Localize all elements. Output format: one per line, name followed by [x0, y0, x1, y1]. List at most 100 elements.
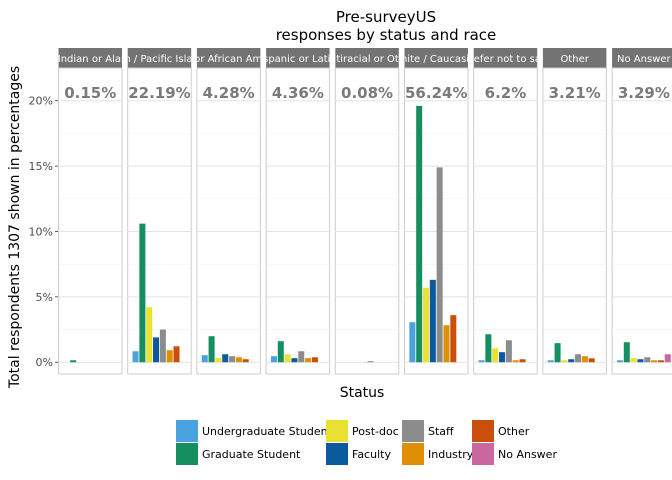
facet-panel: White / Caucasian 56.24% — [404, 48, 469, 375]
facet-strip — [404, 48, 468, 68]
legend-swatch — [472, 443, 494, 465]
facet-strip-label: Multiracial or Other — [319, 54, 417, 65]
legend: Undergraduate Student Graduate Student Pos… — [176, 420, 557, 465]
legend-item: Faculty — [326, 443, 391, 465]
bar — [242, 359, 249, 363]
legend-swatch — [326, 443, 348, 465]
legend-item: Undergraduate Student — [176, 420, 333, 442]
y-tick-label: 15% — [29, 160, 53, 173]
gridlines — [266, 100, 330, 363]
bar — [159, 329, 166, 363]
facet-strip — [335, 48, 399, 68]
bar — [637, 359, 644, 363]
bar — [630, 358, 637, 363]
bar — [284, 354, 291, 363]
legend-swatch — [402, 443, 424, 465]
legend-item: Post-doc — [326, 420, 399, 442]
facet-strip — [196, 48, 261, 68]
facet-panel: Other 3.21% — [542, 48, 607, 375]
gridlines — [196, 100, 261, 363]
legend-swatch — [472, 420, 494, 442]
bar — [575, 354, 582, 363]
facet-strip-label: Prefer not to say — [464, 54, 547, 65]
facet-strip-label: Hispanic or Latino — [253, 54, 343, 65]
bar — [519, 359, 526, 363]
facet-panel-background — [473, 67, 538, 375]
y-axis-title: Total respondents 1307 shown in percenta… — [7, 66, 23, 389]
facet-panel-background — [58, 67, 123, 375]
facet-panel-background — [196, 67, 261, 375]
facet-strip-label: Black or African American — [164, 54, 293, 65]
gridlines — [404, 100, 468, 363]
bar — [505, 340, 512, 363]
legend-label: Other — [498, 425, 530, 438]
bar — [512, 360, 519, 363]
legend-label: No Answer — [498, 448, 557, 461]
facet-panel: Prefer not to say 6.2% — [464, 48, 547, 375]
bar — [429, 279, 436, 363]
bar — [443, 325, 450, 363]
y-tick-label: 5% — [36, 291, 53, 304]
bar — [367, 361, 374, 363]
bar — [547, 360, 554, 363]
bar — [644, 357, 651, 363]
bar — [270, 356, 277, 363]
bar — [409, 322, 416, 363]
bar — [173, 346, 180, 363]
facet-strip — [266, 48, 330, 68]
bar — [208, 336, 215, 363]
facet-total-label: 3.21% — [549, 84, 601, 102]
facet-total-label: 3.29% — [618, 84, 670, 102]
bar — [215, 358, 222, 363]
legend-label: Post-doc — [352, 425, 399, 438]
bar — [311, 357, 318, 363]
legend-label: Faculty — [352, 448, 391, 461]
y-tick-label: 20% — [29, 95, 53, 108]
chart-title-line-2: responses by status and race — [276, 26, 497, 44]
bar — [651, 360, 658, 363]
bar — [132, 351, 139, 363]
bar — [568, 359, 575, 363]
bar — [485, 334, 492, 363]
facet-panel: American Indian or Alaska Native 0.15% — [58, 48, 123, 375]
facet-total-label: 4.28% — [203, 84, 255, 102]
legend-label: Undergraduate Student — [202, 425, 333, 438]
facet-total-label: 6.2% — [485, 84, 527, 102]
bar — [70, 360, 77, 363]
chart-title-line-1: Pre-surveyUS — [336, 8, 436, 26]
bar — [657, 360, 664, 363]
facet-strip — [473, 48, 538, 68]
legend-swatch — [176, 443, 198, 465]
legend-swatch — [176, 420, 198, 442]
bar — [153, 337, 160, 363]
facet-panel-background — [611, 67, 672, 375]
legend-item: Industry — [402, 443, 474, 465]
facet-strip — [612, 48, 672, 68]
legend-label: Industry — [428, 448, 474, 461]
facet-total-label: 0.15% — [64, 84, 116, 102]
bar — [229, 356, 236, 363]
facet-strip-label: Asian / Pacific Islander — [103, 54, 216, 65]
bar — [581, 356, 588, 363]
facet-total-label: 56.24% — [405, 84, 467, 102]
facet-total-label: 22.19% — [128, 84, 190, 102]
gridlines — [58, 100, 122, 363]
bar — [478, 360, 485, 363]
facet-panel: Multiracial or Other 0.08% — [319, 48, 417, 375]
legend-label: Graduate Student — [202, 448, 301, 461]
bar — [235, 357, 242, 363]
legend-label: Staff — [428, 425, 454, 438]
bar — [588, 358, 595, 363]
bar — [139, 223, 146, 363]
bar — [561, 360, 568, 363]
facet-strip — [58, 48, 122, 68]
facet-panel-background — [265, 67, 331, 375]
bar — [492, 348, 499, 363]
gridlines — [542, 100, 607, 363]
legend-item: Staff — [402, 420, 454, 442]
gridlines — [335, 100, 399, 363]
facet-panel: No Answer 3.29% — [611, 48, 672, 375]
bar — [436, 167, 443, 363]
legend-swatch — [326, 420, 348, 442]
